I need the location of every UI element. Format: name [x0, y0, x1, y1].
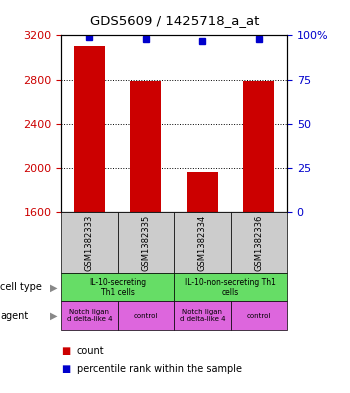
Text: percentile rank within the sample: percentile rank within the sample [77, 364, 242, 374]
Text: ▶: ▶ [50, 282, 58, 292]
Text: IL-10-secreting
Th1 cells: IL-10-secreting Th1 cells [89, 277, 146, 297]
Text: cell type: cell type [0, 282, 42, 292]
Text: GDS5609 / 1425718_a_at: GDS5609 / 1425718_a_at [90, 14, 260, 27]
Text: Notch ligan
d delta-like 4: Notch ligan d delta-like 4 [67, 309, 112, 322]
Bar [74, 46, 105, 212]
Text: ■: ■ [61, 346, 70, 356]
Text: GSM1382334: GSM1382334 [198, 215, 207, 271]
Text: ▶: ▶ [50, 310, 58, 321]
Bar [131, 81, 161, 212]
Text: Notch ligan
d delta-like 4: Notch ligan d delta-like 4 [180, 309, 225, 322]
Text: GSM1382335: GSM1382335 [141, 215, 150, 271]
Text: GSM1382336: GSM1382336 [254, 215, 263, 271]
Text: IL-10-non-secreting Th1
cells: IL-10-non-secreting Th1 cells [185, 277, 276, 297]
Text: count: count [77, 346, 105, 356]
Text: control: control [134, 312, 158, 319]
Bar [243, 81, 274, 212]
Text: ■: ■ [61, 364, 70, 374]
Bar [187, 173, 218, 212]
Text: GSM1382333: GSM1382333 [85, 215, 94, 271]
Text: control: control [247, 312, 271, 319]
Text: agent: agent [0, 310, 28, 321]
